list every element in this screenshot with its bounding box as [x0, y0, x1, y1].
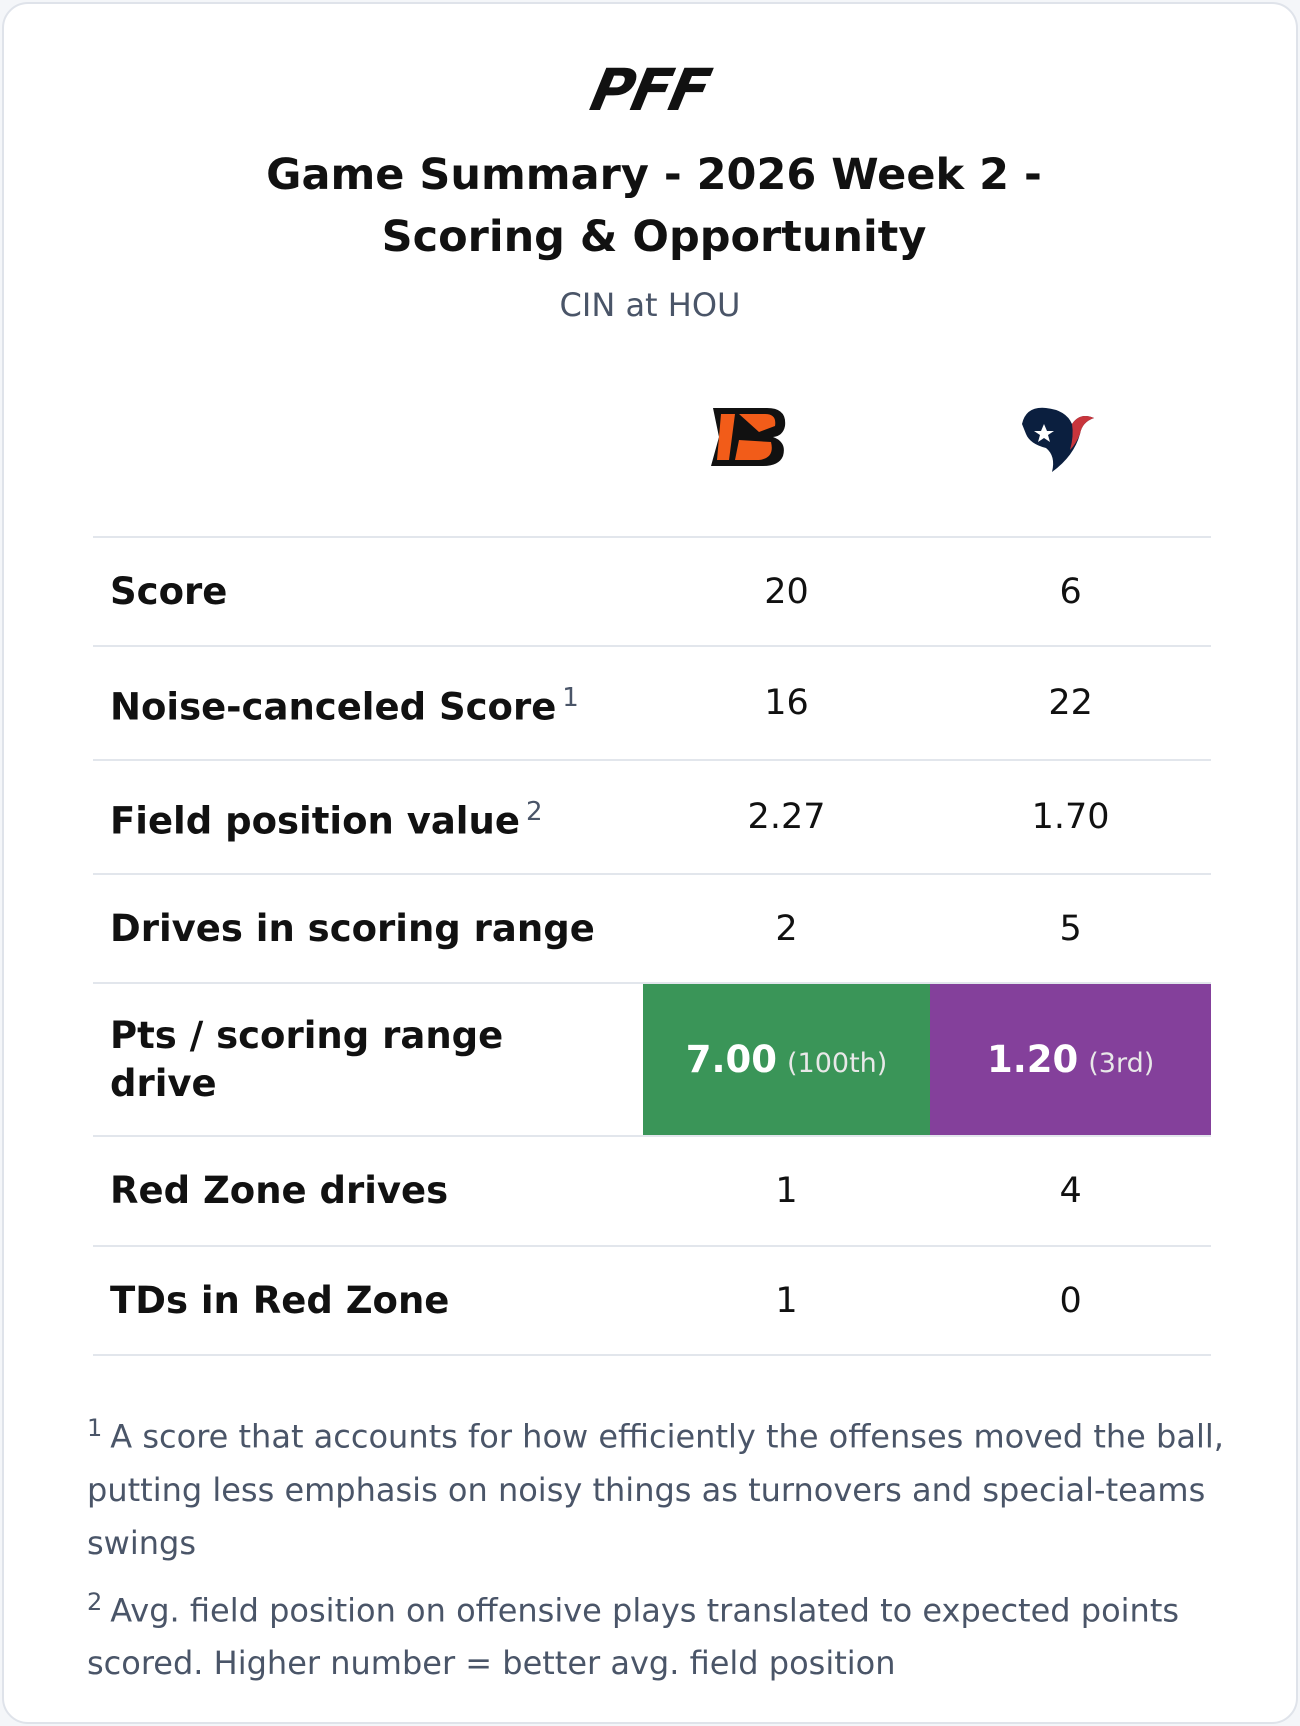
- row-label: TDs in Red Zone: [93, 1245, 643, 1356]
- bengals-logo: [711, 408, 786, 466]
- table-row: Pts / scoring range drive 7.00 (100th) 1.20…: [93, 982, 1211, 1137]
- table-row: Noise-canceled Score 1 16 22: [93, 645, 1211, 761]
- row-label: Red Zone drives: [93, 1135, 643, 1247]
- value: 1.20: [986, 1038, 1079, 1081]
- row-label-text: Noise-canceled Score: [110, 685, 557, 729]
- value: 1: [775, 1280, 798, 1321]
- value-cell: 5: [930, 873, 1211, 984]
- footnote-text: Avg. field position on offensive plays t…: [87, 1591, 1180, 1683]
- footnote-marker: 1: [87, 1414, 103, 1442]
- value-cell: 2.27: [642, 759, 931, 875]
- row-label: Field position value 2: [93, 759, 643, 875]
- row-label-text: TDs in Red Zone: [110, 1278, 450, 1322]
- value-cell: 1.70: [930, 759, 1211, 875]
- table-row: TDs in Red Zone 1 0: [93, 1245, 1211, 1356]
- value-cell: 20: [642, 536, 931, 647]
- table-row: Red Zone drives 1 4: [93, 1135, 1211, 1247]
- value: 2: [775, 908, 798, 949]
- value-cell: 1: [642, 1245, 931, 1356]
- stats-table: Score 20 6 Noise-canceled Score 1 16 22 Field p…: [93, 536, 1211, 1356]
- footnote: 2 Avg. field position on offensive plays …: [87, 1576, 1227, 1691]
- value: 16: [764, 683, 809, 723]
- value: 2.27: [747, 797, 826, 837]
- percentile-rank: (3rd): [1088, 1048, 1155, 1079]
- row-label: Pts / scoring range drive: [93, 982, 643, 1137]
- value: 1.70: [1031, 797, 1110, 837]
- value-cell: 7.00 (100th): [642, 982, 931, 1137]
- row-label: Drives in scoring range: [93, 873, 643, 984]
- value: 5: [1059, 908, 1082, 949]
- value-cell: 2: [642, 873, 931, 984]
- value: 4: [1059, 1171, 1082, 1211]
- value-cell: 1: [642, 1135, 931, 1247]
- row-label: Score: [93, 536, 643, 647]
- value-cell: 4: [930, 1135, 1211, 1247]
- row-label-text: Drives in scoring range: [110, 906, 595, 950]
- title: Game Summary - 2026 Week 2 - Scoring & O…: [266, 150, 1042, 262]
- table-row: Score 20 6: [93, 536, 1211, 647]
- value: 0: [1059, 1280, 1082, 1321]
- value-cell: 6: [930, 536, 1211, 647]
- value: 7.00: [685, 1038, 778, 1081]
- row-label-text: Score: [110, 569, 228, 613]
- value-cell: 16: [642, 645, 931, 761]
- footnote-marker: 2: [87, 1587, 103, 1616]
- value-cell: 1.20 (3rd): [930, 982, 1211, 1137]
- value-cell: 22: [930, 645, 1211, 761]
- table-row: Field position value 2 2.27 1.70: [93, 759, 1211, 875]
- footnote-text: A score that accounts for how efficientl…: [87, 1417, 1224, 1562]
- row-label: Noise-canceled Score 1: [93, 645, 643, 761]
- percentile-rank: (100th): [787, 1048, 888, 1079]
- texans-logo: [1022, 407, 1094, 472]
- value-cell: 0: [930, 1245, 1211, 1356]
- row-label-text: Pts / scoring range drive: [110, 1013, 504, 1105]
- table-row: Drives in scoring range 2 5: [93, 873, 1211, 984]
- value: 1: [775, 1171, 798, 1211]
- footnote-ref: 2: [525, 797, 543, 828]
- footnote-ref: 1: [562, 683, 579, 714]
- value: 20: [764, 571, 809, 612]
- subtitle: CIN at HOU: [559, 286, 741, 324]
- value: 6: [1059, 571, 1082, 612]
- row-label-text: Red Zone drives: [110, 1169, 449, 1212]
- pff-logo: PFF: [584, 56, 716, 124]
- row-label-text: Field position value: [110, 799, 520, 843]
- value: 22: [1048, 683, 1093, 723]
